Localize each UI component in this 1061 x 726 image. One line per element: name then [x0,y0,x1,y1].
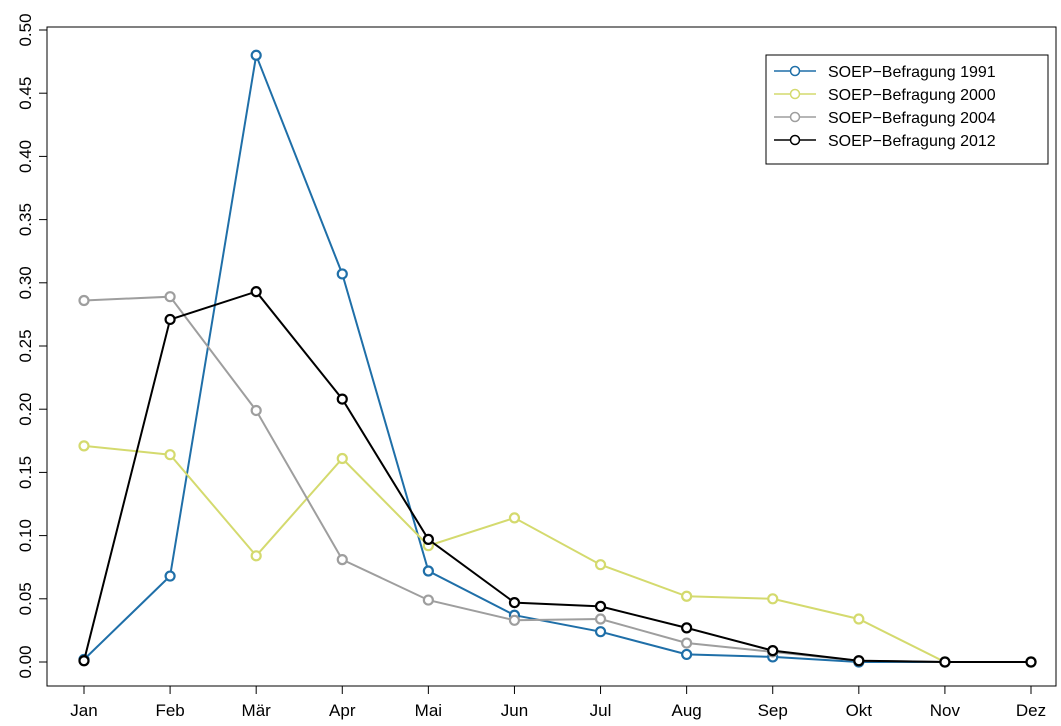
x-tick-label: Sep [758,701,788,720]
data-point [767,593,779,605]
data-point [164,313,176,326]
data-point [681,637,693,649]
data-point [767,645,779,657]
x-tick-label: Okt [846,701,873,720]
x-tick-label: Feb [155,701,184,720]
data-point [681,622,693,634]
y-tick-label: 0.30 [16,266,35,299]
data-point [853,655,865,667]
data-point [939,656,951,668]
data-point [508,614,521,626]
data-point [336,393,348,405]
series-layer [78,49,1037,668]
data-point [422,594,434,606]
data-point [508,512,521,524]
axes: Jan Feb Mär Apr Mai Jun Jul Aug Sep Okt Nov Dez 0.00… [16,13,1057,720]
y-tick-label: 0.40 [16,140,35,173]
data-point [1025,656,1037,668]
legend: SOEP−Befragung 1991 SOEP−Befragung 2000 SO… [765,54,1049,165]
data-point [336,268,348,280]
series-3 [78,286,1037,668]
legend-label: SOEP−Befragung 2000 [828,87,996,104]
data-point [594,613,607,625]
y-tick-label: 0.45 [16,77,35,110]
y-tick-label: 0.15 [16,456,35,489]
x-tick-label: Dez [1016,701,1046,720]
x-tick-label: Mai [415,701,442,720]
y-tick-label: 0.05 [16,582,35,615]
data-point [250,550,262,562]
data-point [594,626,607,638]
data-point [853,613,865,625]
legend-swatch-marker [789,88,801,100]
data-point [164,291,176,303]
x-tick-label: Jul [590,701,612,720]
data-point [336,452,348,465]
data-point [681,590,693,602]
data-point [78,294,90,307]
data-point [164,449,176,461]
y-tick-label: 0.50 [16,13,35,46]
y-tick-label: 0.10 [16,519,35,552]
plot-frame [46,26,1057,687]
data-point [594,559,607,571]
legend-label: SOEP−Befragung 2012 [828,133,996,150]
y-tick-label: 0.25 [16,329,35,362]
data-point [78,655,90,667]
data-point [681,648,693,661]
series-1 [78,440,1037,668]
series-line [83,290,1031,663]
y-tick-label: 0.00 [16,645,35,678]
x-tick-label: Mär [242,701,272,720]
data-point [250,49,262,61]
legend-box [765,54,1049,165]
x-tick-label: Aug [672,701,702,720]
y-tick-label: 0.20 [16,393,35,426]
data-point [78,440,90,452]
legend-swatch-marker [789,134,801,146]
legend-label: SOEP−Befragung 2004 [828,110,996,127]
legend-swatch-marker [789,111,801,123]
x-tick-label: Jan [70,701,97,720]
series-line [83,295,1031,663]
y-tick-label: 0.35 [16,203,35,236]
data-point [250,286,262,298]
data-point [508,596,521,609]
data-point [594,600,607,612]
x-tick-label: Jun [501,701,528,720]
x-tick-label: Apr [329,701,356,720]
series-line [83,444,1031,663]
legend-label: SOEP−Befragung 1991 [828,64,996,81]
series-2 [78,291,1037,668]
series-line [83,51,1031,663]
data-point [164,570,176,582]
data-point [250,404,262,417]
data-point [422,533,434,545]
legend-swatch-marker [789,65,801,77]
data-point [422,565,434,577]
x-tick-label: Nov [930,701,961,720]
data-point [336,554,348,566]
